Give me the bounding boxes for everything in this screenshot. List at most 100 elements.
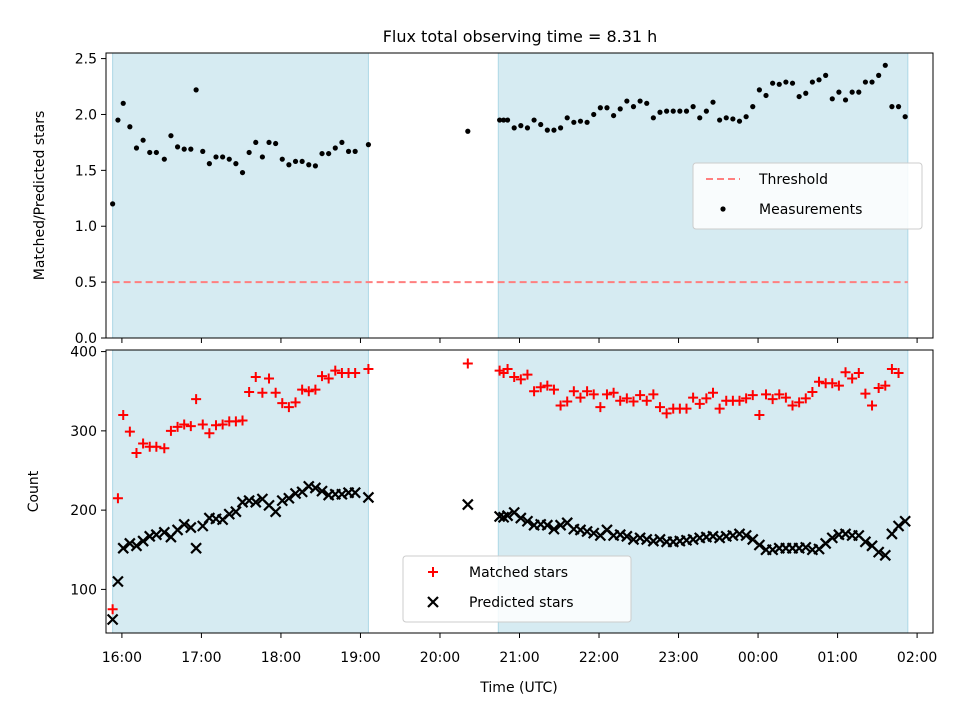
legend-measurement-swatch <box>720 206 726 212</box>
measurement-point <box>133 145 140 151</box>
measurement-point <box>604 105 610 111</box>
x-tick-label: 00:00 <box>738 650 778 666</box>
measurement-point <box>465 128 471 134</box>
matched-star-point <box>641 395 652 406</box>
measurement-point <box>869 79 875 85</box>
matched-star-point <box>548 384 559 395</box>
top-legend-box <box>692 162 923 230</box>
bottom-legend-label: Predicted stars <box>469 595 574 611</box>
matched-star-point <box>542 380 553 391</box>
matched-star-point <box>774 389 785 400</box>
measurement-point <box>504 117 511 123</box>
measurement-point <box>697 115 703 121</box>
measurement-point <box>664 108 670 114</box>
matched-star-point <box>615 395 626 406</box>
matched-star-point <box>330 365 341 376</box>
matched-star-point <box>847 373 858 384</box>
measurement-point <box>796 93 802 100</box>
matched-star-point <box>217 419 228 430</box>
matched-star-point <box>833 380 844 391</box>
predicted-star-point <box>316 485 328 497</box>
measurement-point <box>326 150 332 157</box>
predicted-star-point <box>554 519 567 531</box>
measurement-point <box>683 108 690 114</box>
matched-star-point <box>244 387 255 398</box>
measurement-point <box>181 146 187 152</box>
measurement-point <box>677 108 683 114</box>
predicted-star-point <box>859 536 872 548</box>
measurement-point <box>624 98 630 104</box>
measurement-point <box>339 139 345 146</box>
top-shaded-interval-0 <box>112 52 369 339</box>
measurement-point <box>110 201 116 207</box>
matched-star-point <box>767 394 778 405</box>
matched-star-point <box>575 392 586 403</box>
predicted-star-point <box>899 515 911 528</box>
top-panel: 0.0 0.5 1.0 1.5 2.0 2.5 Matched/Predicted star… <box>32 52 934 347</box>
bottom-y-tick-label: 400 <box>70 345 97 361</box>
measurement-point <box>842 97 849 103</box>
measurement-point <box>882 62 888 68</box>
measurement-point <box>220 154 226 160</box>
measurement-point <box>140 137 146 143</box>
predicted-star-point <box>283 492 295 505</box>
measurement-point <box>591 111 597 118</box>
chart-title: Flux total observing time = 8.31 h <box>383 27 658 46</box>
measurement-point <box>200 148 206 154</box>
matched-star-point <box>747 390 758 401</box>
top-y-tick-label: 1.5 <box>75 163 97 179</box>
top-series-0 <box>110 62 908 207</box>
top-legend: Threshold Measurements <box>692 162 923 230</box>
measurement-point <box>500 117 507 123</box>
predicted-star-point <box>892 520 905 532</box>
measurement-point <box>756 87 762 93</box>
measurement-point <box>809 79 815 85</box>
measurement-point <box>352 148 358 154</box>
predicted-star-point <box>137 535 149 547</box>
measurement-point <box>511 125 517 131</box>
measurement-point <box>650 115 656 121</box>
predicted-star-point <box>587 527 600 539</box>
predicted-star-point <box>621 530 633 543</box>
measurement-point <box>644 100 650 106</box>
matched-star-point <box>794 397 805 408</box>
predicted-star-point <box>178 518 190 531</box>
measurement-point <box>703 108 709 114</box>
matched-star-point <box>800 393 811 404</box>
predicted-star-point <box>190 542 202 554</box>
measurement-point <box>889 104 895 110</box>
measurement-point <box>856 89 862 95</box>
matched-star-point <box>522 369 533 380</box>
matched-star-point <box>741 393 752 404</box>
measurement-point <box>610 112 617 119</box>
predicted-star-point <box>230 505 242 518</box>
measurement-point <box>823 72 829 78</box>
predicted-star-point <box>548 523 560 535</box>
legend-predicted-swatch <box>427 596 439 608</box>
matched-star-point <box>734 395 745 406</box>
matched-star-point <box>165 425 176 436</box>
matched-star-point <box>264 373 275 384</box>
measurement-point <box>557 125 564 131</box>
top-y-tick-label: 0.5 <box>75 275 97 291</box>
x-tick-label: 16:00 <box>102 650 142 666</box>
top-y-tick-label: 1.0 <box>75 219 97 235</box>
matched-star-point <box>270 387 281 398</box>
measurement-point <box>723 115 729 121</box>
measurement-point <box>147 149 153 156</box>
measurement-point <box>174 144 181 150</box>
bottom-legend-box <box>402 555 632 623</box>
matched-star-point <box>714 403 725 414</box>
measurement-point <box>849 89 855 95</box>
x-tick-label: 01:00 <box>817 650 857 666</box>
predicted-star-point <box>106 613 119 626</box>
measurement-point <box>670 108 676 114</box>
measurement-point <box>776 81 782 87</box>
predicted-star-point <box>249 496 262 508</box>
matched-star-point <box>555 400 566 411</box>
measurement-point <box>127 124 133 130</box>
matched-star-point <box>277 398 288 409</box>
measurement-point <box>617 106 623 112</box>
matched-star-point <box>185 421 196 432</box>
